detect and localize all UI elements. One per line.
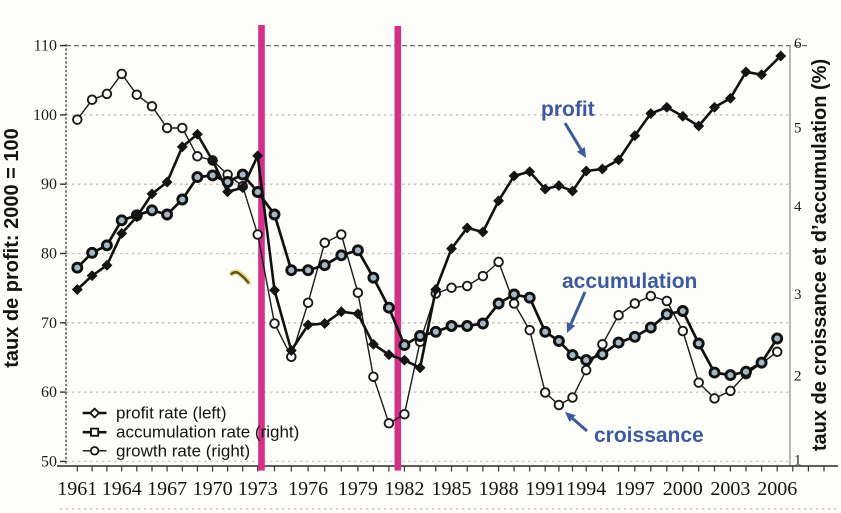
svg-text:1961: 1961 [57,478,97,500]
svg-text:6: 6 [794,36,802,52]
svg-text:100: 100 [33,107,57,124]
svg-text:taux de profit: 2000 = 100: taux de profit: 2000 = 100 [1,128,23,368]
svg-text:4: 4 [794,199,802,215]
svg-text:1994: 1994 [566,478,606,500]
svg-text:70: 70 [41,315,57,332]
svg-text:60: 60 [41,384,57,401]
svg-text:50: 50 [41,453,57,470]
svg-text:profit rate (left): profit rate (left) [116,404,227,423]
svg-text:1985: 1985 [432,478,472,500]
svg-text:accumulation: accumulation [562,270,697,293]
svg-text:1970: 1970 [193,478,233,500]
svg-text:croissance: croissance [594,424,704,447]
svg-text:1979: 1979 [338,478,378,500]
svg-text:5: 5 [794,121,802,137]
svg-text:1997: 1997 [615,478,655,500]
svg-text:3: 3 [794,287,802,303]
svg-text:110: 110 [34,38,57,55]
svg-text:2: 2 [794,369,802,385]
svg-text:2003: 2003 [710,478,750,500]
svg-text:80: 80 [41,246,57,263]
svg-text:1967: 1967 [147,478,187,500]
svg-text:90: 90 [41,176,57,193]
svg-text:1991: 1991 [525,478,565,500]
svg-text:taux de croissance et d’accumu: taux de croissance et d’accumulation (%) [809,59,831,451]
svg-text:2000: 2000 [663,478,703,500]
svg-text:1982: 1982 [384,478,424,500]
svg-text:1: 1 [794,453,802,469]
svg-text:profit: profit [541,98,595,121]
svg-text:1964: 1964 [102,478,142,500]
svg-text:growth rate (right): growth rate (right) [116,441,250,460]
svg-text:accumulation rate (right): accumulation rate (right) [116,423,299,442]
svg-text:1976: 1976 [288,478,328,500]
svg-text:1988: 1988 [479,478,519,500]
svg-text:1973: 1973 [238,478,278,500]
svg-text:2006: 2006 [757,478,797,500]
